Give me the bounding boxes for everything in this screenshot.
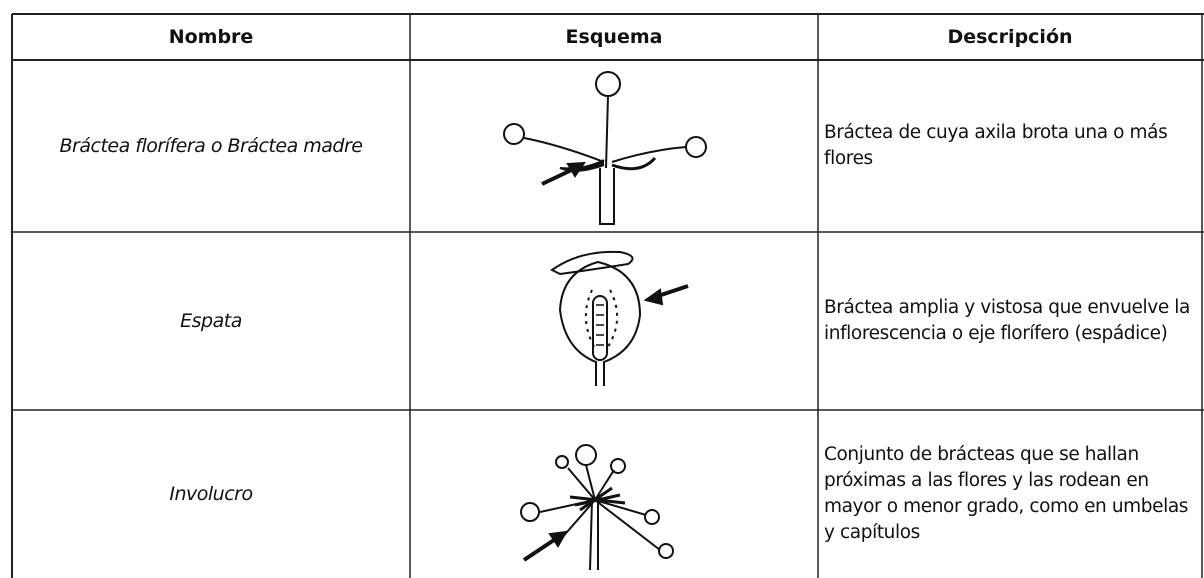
name-cell: Espata bbox=[180, 310, 242, 332]
sketch-bractea bbox=[503, 71, 707, 225]
header-cell: Esquema bbox=[565, 26, 663, 48]
description-cell: Bráctea amplia y vistosa que envuelve la… bbox=[824, 297, 1190, 344]
description-cell: Bráctea de cuya axila brota una o más fl… bbox=[824, 122, 1168, 169]
sketch-espata bbox=[550, 250, 689, 386]
description-cell: Conjunto de brácteas que se hallan próxi… bbox=[824, 444, 1189, 543]
header-cell: Nombre bbox=[168, 26, 254, 48]
header-cell: Descripción bbox=[947, 26, 1073, 48]
sketch-involucro bbox=[520, 444, 674, 571]
name-cell: Bráctea florífera o Bráctea madre bbox=[59, 135, 363, 157]
name-cell: Involucro bbox=[169, 483, 253, 505]
